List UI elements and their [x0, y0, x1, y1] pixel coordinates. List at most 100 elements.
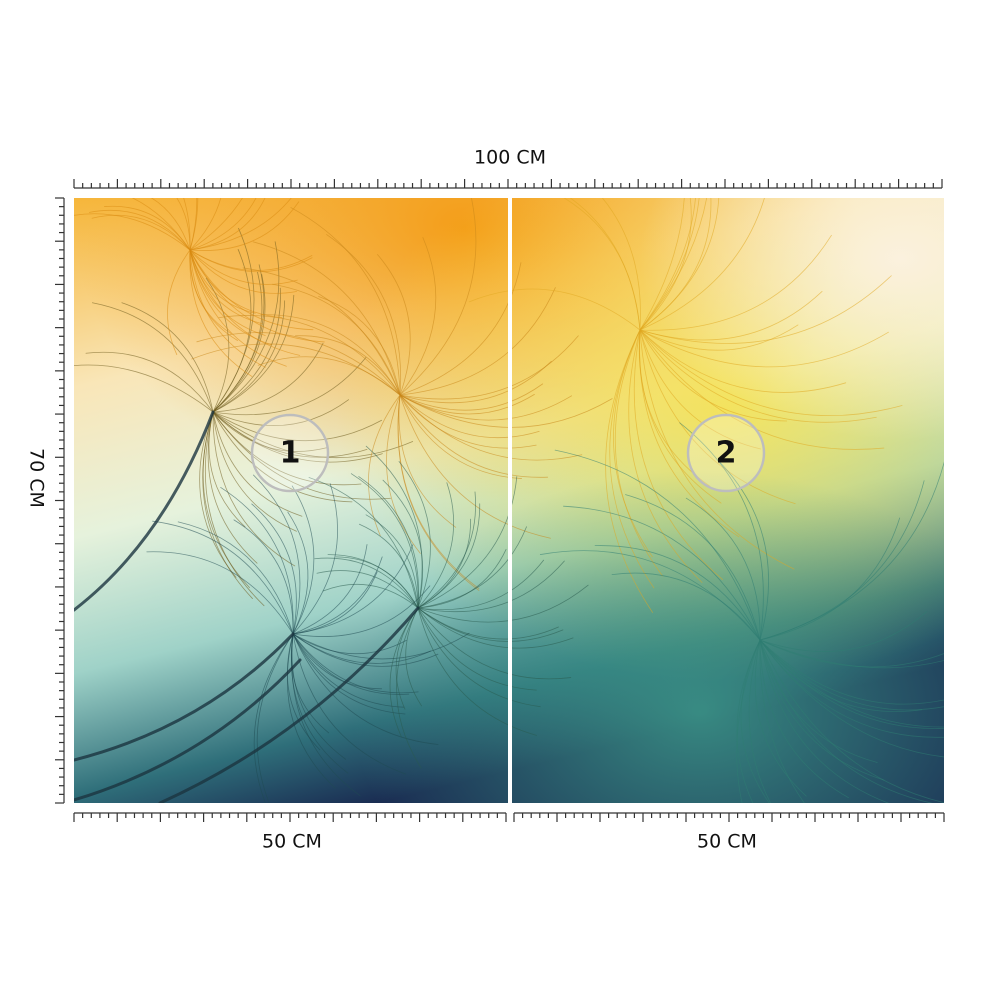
fiber: [189, 249, 325, 343]
fiber: [759, 639, 944, 669]
stem: [74, 658, 302, 802]
fiber: [639, 329, 889, 368]
fiber: [358, 476, 419, 609]
fiber: [628, 329, 703, 583]
panel-number: 1: [280, 436, 301, 471]
fiber: [417, 607, 541, 708]
fiber: [601, 198, 641, 331]
fiber: [150, 198, 191, 251]
fiber: [177, 521, 294, 635]
fiber: [417, 518, 472, 609]
fiber: [639, 329, 877, 423]
fiber: [252, 241, 401, 396]
fiber: [212, 294, 295, 413]
fiber: [639, 198, 765, 331]
height-label: 70 CM: [26, 448, 48, 508]
fiber: [189, 249, 238, 341]
fiber: [759, 639, 944, 711]
fiber: [233, 519, 294, 635]
fiber: [639, 198, 692, 331]
stem: [74, 410, 215, 612]
fiber: [639, 329, 796, 505]
fiber: [189, 249, 313, 271]
fiber: [417, 559, 545, 611]
fiber: [260, 314, 401, 396]
fiber: [613, 329, 653, 558]
fiber: [759, 639, 944, 728]
fiber: [189, 198, 292, 251]
fiber: [242, 267, 401, 396]
fiber: [759, 639, 805, 803]
fiber: [417, 607, 537, 736]
fiber: [748, 639, 772, 803]
fiber: [335, 556, 419, 609]
fiber: [212, 287, 281, 413]
fiber: [292, 633, 407, 775]
fiber: [292, 633, 383, 690]
fiber: [292, 544, 414, 635]
fiber: [405, 607, 422, 707]
fiber: [89, 209, 191, 251]
fiber: [399, 360, 552, 404]
fiber: [212, 399, 349, 426]
fiber: [292, 633, 431, 664]
fiber: [759, 639, 934, 803]
fiber: [290, 633, 349, 774]
fiber: [176, 198, 191, 251]
fiber: [759, 461, 944, 641]
fiber: [292, 633, 406, 715]
fiber: [212, 411, 368, 458]
fiber: [74, 364, 214, 413]
fiber: [199, 411, 237, 578]
fiber: [468, 288, 641, 331]
panel-badge: [686, 413, 766, 493]
fiber: [563, 198, 641, 331]
fiber: [759, 639, 944, 705]
fiber: [759, 639, 944, 738]
fiber: [399, 198, 477, 396]
fiber: [399, 394, 540, 439]
fiber: [740, 639, 770, 803]
fiber: [189, 249, 297, 294]
fiber: [189, 198, 222, 251]
fiber: [398, 461, 431, 609]
fiber: [639, 198, 685, 331]
fiber: [212, 411, 353, 503]
fiber: [189, 249, 287, 367]
fiber: [377, 254, 411, 396]
fiber: [397, 394, 480, 591]
fiber: [212, 411, 383, 442]
fiber: [754, 639, 807, 797]
fiber: [207, 411, 258, 564]
fiber: [679, 422, 764, 641]
fiber: [594, 545, 761, 641]
fiber: [639, 198, 712, 331]
fiber: [563, 505, 761, 641]
fiber: [290, 207, 401, 396]
fiber: [639, 329, 788, 422]
fiber: [189, 249, 298, 285]
fiber: [759, 639, 849, 799]
fiber: [759, 639, 944, 729]
fiber: [292, 633, 407, 655]
fiber: [399, 394, 573, 421]
fiber: [326, 234, 402, 396]
fiber: [104, 205, 191, 251]
fiber: [167, 249, 191, 355]
fiber: [399, 394, 522, 479]
fiber: [417, 476, 518, 609]
fiber: [146, 551, 294, 635]
fiber: [759, 639, 944, 668]
fiber: [196, 332, 401, 396]
panel-number: 2: [716, 436, 737, 471]
fiber: [417, 607, 559, 640]
fiber: [292, 633, 419, 694]
fiber: [189, 249, 314, 331]
fiber: [396, 607, 422, 769]
fiber: [639, 198, 707, 331]
fiber: [204, 411, 265, 607]
fiber: [251, 503, 297, 635]
fiber: [322, 583, 419, 609]
fiber: [417, 607, 564, 642]
